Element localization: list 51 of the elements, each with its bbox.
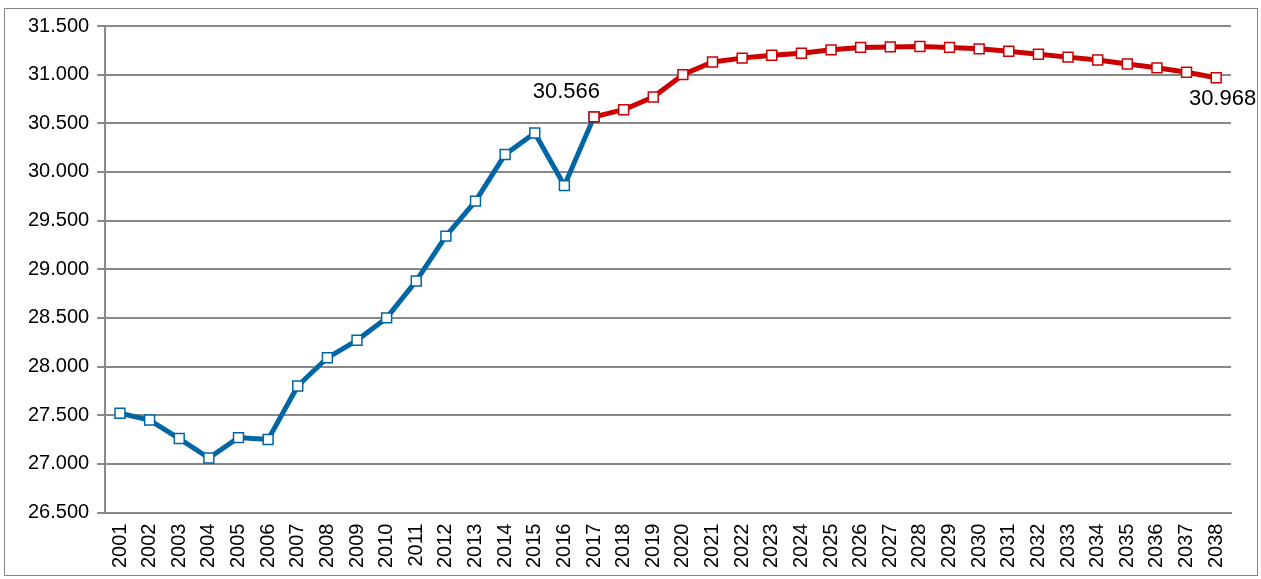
y-tick-label: 30.500 <box>28 110 90 133</box>
x-tick-label: 2007 <box>285 523 308 569</box>
y-tick-label: 27.000 <box>28 451 90 474</box>
y-tick-label: 26.500 <box>28 500 90 523</box>
x-tick-label: 2011 <box>403 523 426 567</box>
x-tick-label: 2031 <box>996 523 1019 569</box>
x-tick-label: 2022 <box>729 523 752 569</box>
y-tick-label: 28.500 <box>28 305 90 328</box>
x-tick-label: 2030 <box>966 523 989 569</box>
x-tick-label: 2003 <box>166 523 189 569</box>
x-tick-label: 2001 <box>107 523 130 569</box>
x-tick-label: 2023 <box>759 523 782 569</box>
x-tick-label: 2035 <box>1114 523 1137 569</box>
y-tick-label: 31.000 <box>28 62 90 85</box>
x-tick-label: 2021 <box>700 523 723 569</box>
x-tick-label: 2024 <box>788 523 811 569</box>
x-tick-label: 2004 <box>196 523 219 569</box>
x-tick-label: 2034 <box>1085 523 1108 569</box>
x-tick-label: 2027 <box>877 523 900 569</box>
y-tick-label: 30.000 <box>28 159 90 182</box>
y-tick-label: 28.000 <box>28 354 90 377</box>
x-tick-label: 2008 <box>314 523 337 569</box>
x-tick-label: 2019 <box>640 523 663 569</box>
x-tick-label: 2009 <box>344 523 367 569</box>
x-tick-label: 2010 <box>374 523 397 569</box>
data-label: 30.968 <box>1188 84 1257 110</box>
x-tick-label: 2026 <box>848 523 871 569</box>
x-tick-label: 2029 <box>937 523 960 569</box>
x-tick-label: 2017 <box>581 523 604 569</box>
x-tick-label: 2016 <box>551 523 574 569</box>
x-tick-label: 2002 <box>137 523 160 569</box>
x-tick-label: 2015 <box>522 523 545 569</box>
y-tick-label: 31.500 <box>28 13 90 36</box>
x-tick-label: 2036 <box>1144 523 1167 569</box>
x-tick-label: 2038 <box>1203 523 1226 569</box>
x-tick-label: 2033 <box>1055 523 1078 569</box>
y-tick-label: 29.000 <box>28 256 90 279</box>
x-tick-label: 2018 <box>611 523 634 569</box>
x-tick-label: 2006 <box>255 523 278 569</box>
x-tick-label: 2025 <box>818 523 841 569</box>
y-tick-label: 27.500 <box>28 402 90 425</box>
x-tick-label: 2028 <box>907 523 930 569</box>
x-tick-label: 2032 <box>1025 523 1048 569</box>
x-tick-label: 2005 <box>226 523 249 569</box>
data-label: 30.566 <box>532 77 601 103</box>
x-tick-label: 2012 <box>433 523 456 569</box>
x-tick-label: 2014 <box>492 523 515 569</box>
y-tick-label: 29.500 <box>28 208 90 231</box>
x-tick-label: 2013 <box>463 523 486 569</box>
x-tick-label: 2037 <box>1174 523 1197 569</box>
x-tick-label: 2020 <box>670 523 693 569</box>
